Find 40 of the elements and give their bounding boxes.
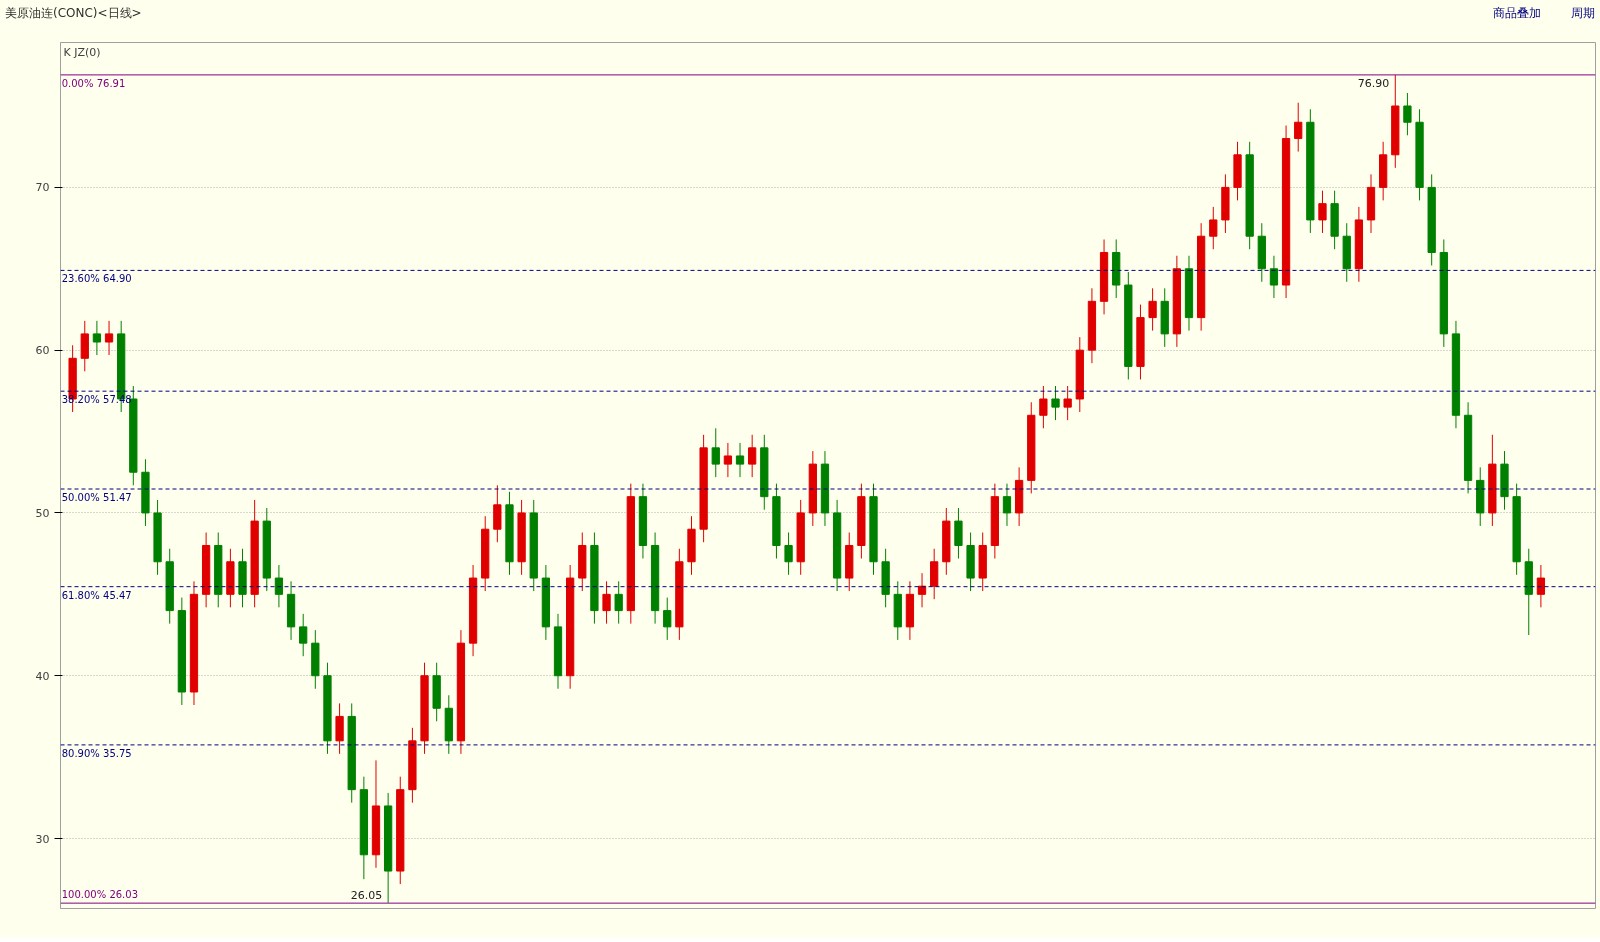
candlestick [748, 434, 757, 478]
ref-line-label: 80.90% 35.75 [61, 747, 132, 759]
chart-title: 美原油连(CONC)<日线> [5, 5, 142, 22]
candlestick [614, 580, 623, 625]
candlestick [1051, 385, 1060, 421]
annotation: 26.05 [350, 888, 383, 902]
candlestick [1294, 102, 1303, 153]
candlestick [711, 427, 720, 478]
ref-line-label: 23.60% 64.90 [61, 273, 132, 285]
candlestick [274, 564, 284, 608]
candlestick [602, 580, 611, 625]
candlestick [1039, 385, 1048, 429]
candlestick [723, 442, 733, 478]
ref-line-label: 0.00% 76.91 [61, 77, 126, 89]
candlestick [92, 320, 102, 356]
annotation: 76.90 [1357, 77, 1390, 91]
candlestick [1209, 206, 1218, 250]
candlestick [1536, 564, 1546, 608]
candlestick [663, 597, 672, 641]
candlestick [299, 613, 308, 657]
ref-line-label: 61.80% 45.47 [61, 589, 132, 601]
ref-line-label: 100.00% 26.03 [61, 889, 139, 901]
candlestick [104, 320, 114, 356]
candlestick [1269, 255, 1279, 299]
text: 周期 [1571, 5, 1595, 22]
y-tick-label: 70 [35, 181, 50, 195]
candlestick [1403, 92, 1412, 136]
candlestick [1063, 385, 1072, 421]
ref-line-label: 50.00% 51.47 [61, 492, 132, 504]
text: 商品叠加 [1493, 5, 1541, 22]
candlestick [735, 442, 745, 478]
y-tick-label: 30 [35, 832, 50, 846]
y-tick-label: 50 [35, 506, 50, 520]
y-tick-label: 40 [35, 669, 50, 683]
candlestick [1148, 287, 1157, 332]
candlestick [1002, 483, 1012, 527]
chart-subtitle: K JZ(0) [63, 45, 101, 59]
candlestick [784, 531, 793, 576]
candlestick [1318, 190, 1327, 234]
y-tick-label: 60 [35, 344, 50, 358]
